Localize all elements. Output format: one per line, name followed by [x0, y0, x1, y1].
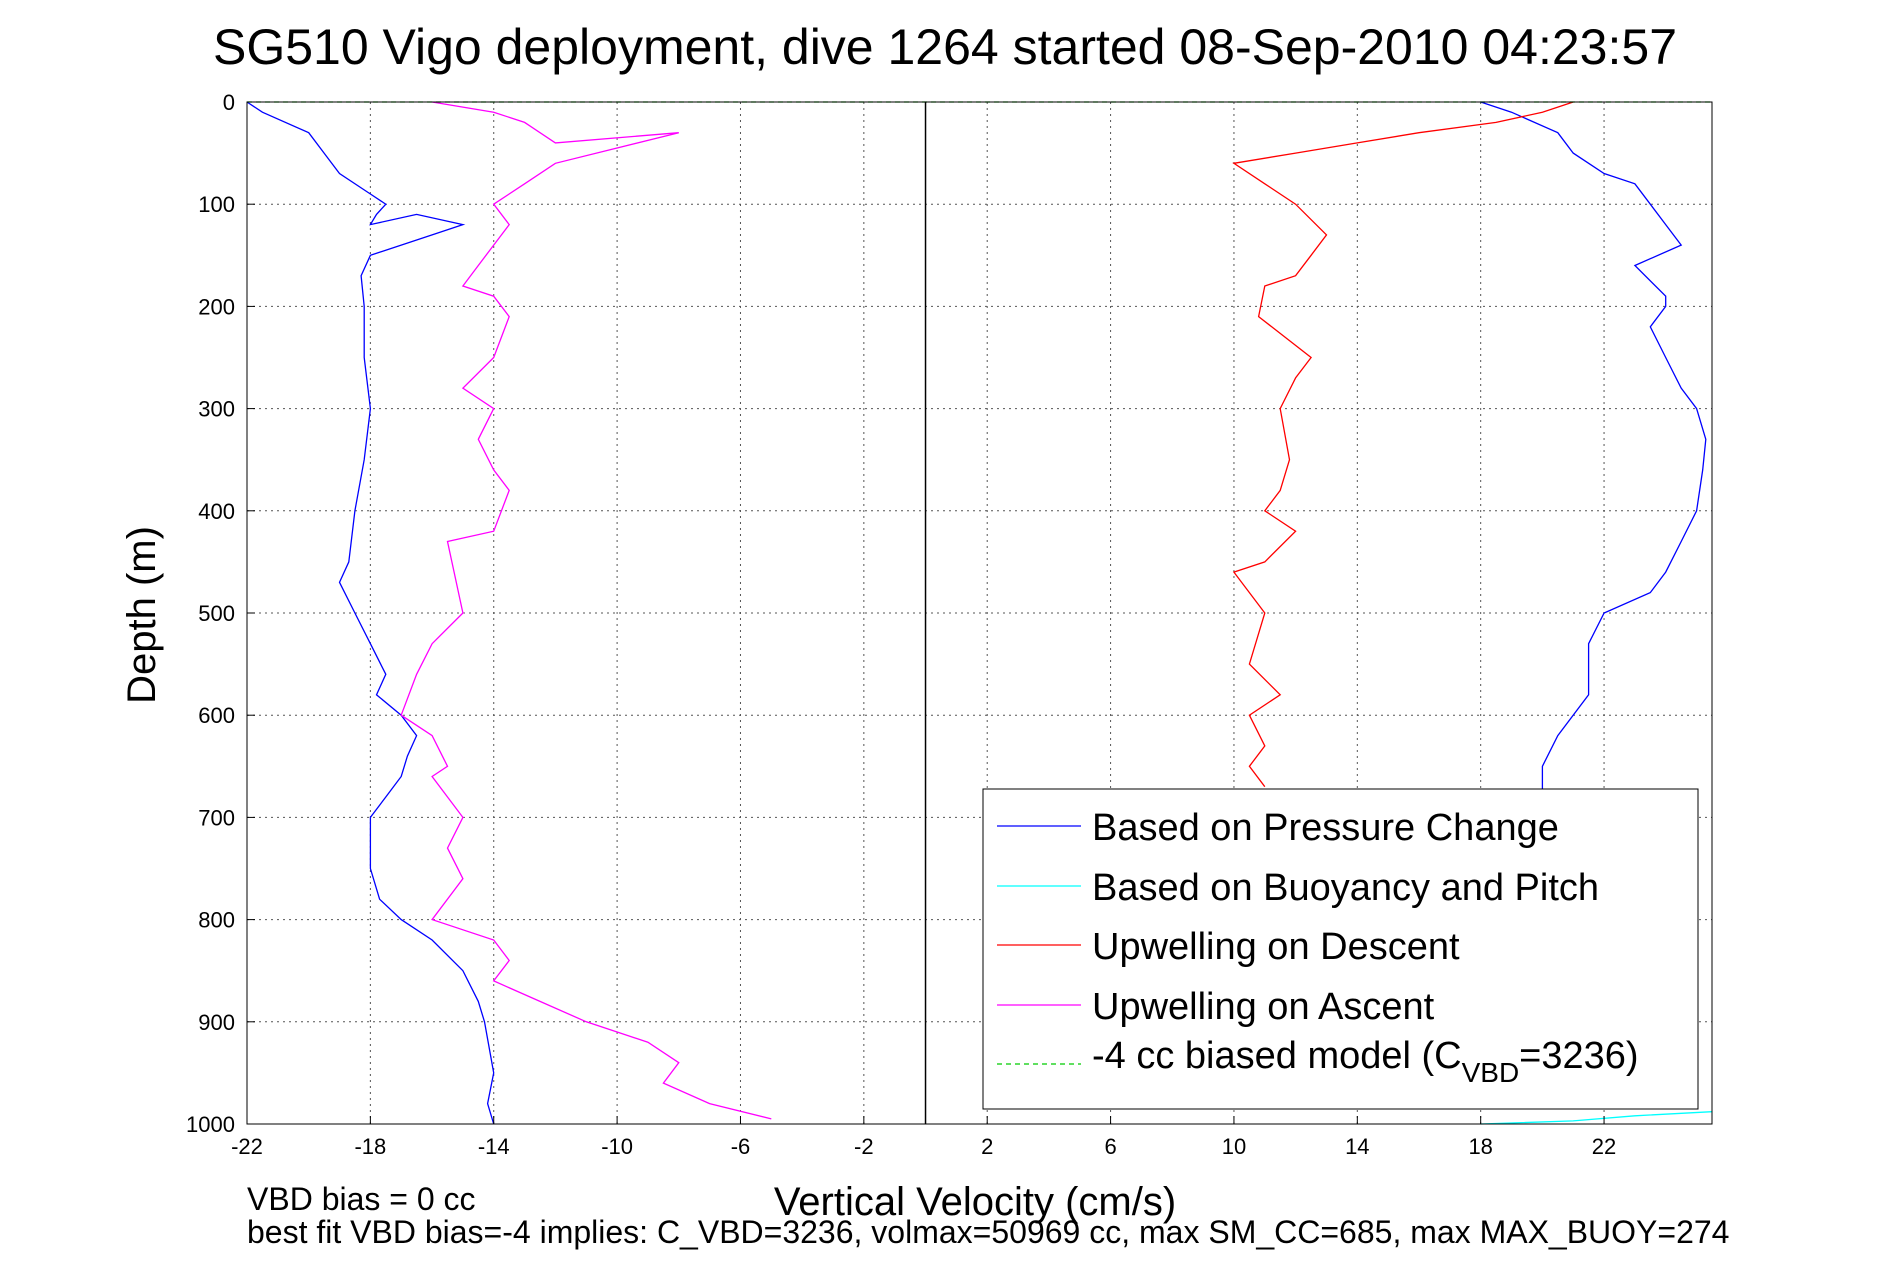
legend-label-biased-model-pre: -4 cc biased model (C [1092, 1035, 1462, 1077]
series-line-based-on-pressure-change [246, 101, 495, 1125]
x-axis-label: Vertical Velocity (cm/s) [774, 1180, 1176, 1224]
y-axis-ticks: 0 100 200 300 400 500 600 700 800 900 1000 [186, 90, 255, 1137]
x-tick-label: 14 [1345, 1134, 1369, 1159]
series-line-upwelling-on-descent [1232, 101, 1574, 788]
legend-label-buoyancy: Based on Buoyancy and Pitch [1092, 867, 1599, 909]
legend-label-ascent: Upwelling on Ascent [1092, 986, 1435, 1028]
x-tick-label: -14 [478, 1134, 510, 1159]
x-tick-label: 18 [1468, 1134, 1492, 1159]
footer-vbd-bias: VBD bias = 0 cc [247, 1181, 476, 1217]
x-tick-label: -22 [231, 1134, 263, 1159]
x-tick-label: 10 [1222, 1134, 1246, 1159]
y-axis-label: Depth (m) [120, 526, 164, 704]
legend: Based on Pressure Change Based on Buoyan… [982, 788, 1699, 1110]
y-tick-label: 300 [198, 397, 235, 422]
x-tick-label: 22 [1592, 1134, 1616, 1159]
legend-label-biased-model-sub: VBD [1462, 1057, 1520, 1088]
y-tick-label: 700 [198, 805, 235, 830]
x-tick-label: -6 [731, 1134, 751, 1159]
series-line-upwelling-on-ascent [400, 101, 772, 1120]
y-tick-label: 900 [198, 1010, 235, 1035]
x-tick-label: -10 [601, 1134, 633, 1159]
footer-best-fit: best fit VBD bias=-4 implies: C_VBD=3236… [247, 1214, 1729, 1250]
y-tick-label: 500 [198, 601, 235, 626]
legend-label-biased-model-post: =3236) [1519, 1035, 1638, 1077]
series-line-based-on-pressure-change-ascent [1480, 101, 1707, 797]
y-tick-label: 100 [198, 192, 235, 217]
x-tick-label: 2 [981, 1134, 993, 1159]
legend-label-biased-model: -4 cc biased model (CVBD=3236) [1092, 1035, 1639, 1088]
y-tick-label: 0 [223, 90, 235, 115]
series-line-based-on-buoyancy-and-pitch [1480, 1111, 1713, 1125]
legend-box [982, 788, 1699, 1110]
y-tick-label: 600 [198, 703, 235, 728]
chart-title: SG510 Vigo deployment, dive 1264 started… [213, 19, 1677, 75]
x-tick-label: 6 [1104, 1134, 1116, 1159]
y-tick-label: 1000 [186, 1112, 235, 1137]
y-tick-label: 800 [198, 908, 235, 933]
legend-label-pressure: Based on Pressure Change [1092, 807, 1559, 849]
y-tick-label: 400 [198, 499, 235, 524]
legend-label-descent: Upwelling on Descent [1092, 926, 1460, 968]
y-tick-label: 200 [198, 294, 235, 319]
x-tick-label: -2 [854, 1134, 874, 1159]
x-axis-ticks: -22 -18 -14 -10 -6 -2 2 6 10 14 18 22 [231, 1116, 1616, 1159]
x-tick-label: -18 [354, 1134, 386, 1159]
